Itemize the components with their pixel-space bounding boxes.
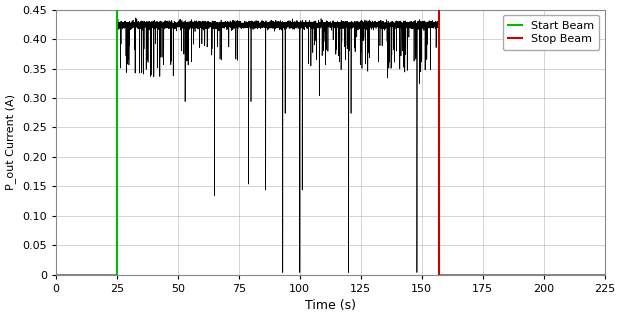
X-axis label: Time (s): Time (s) [305,300,356,313]
Y-axis label: P_out Current (A): P_out Current (A) [6,94,17,190]
Legend: Start Beam, Stop Beam: Start Beam, Stop Beam [503,15,599,50]
